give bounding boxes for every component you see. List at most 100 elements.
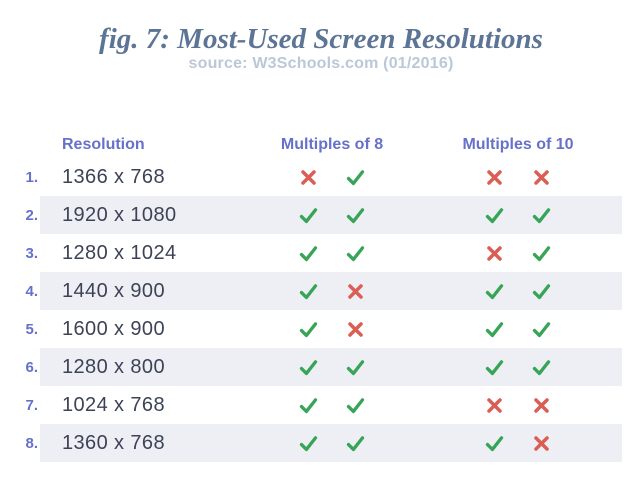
row-number: 2. (25, 206, 38, 224)
row-band: 1280 x 800 (40, 348, 622, 386)
multiples-of-8-height-cell (331, 319, 379, 340)
cross-icon (486, 169, 502, 185)
check-icon (299, 397, 317, 413)
check-icon (299, 207, 317, 223)
row-number: 1. (25, 168, 38, 186)
table-body: 1. 1366 x 768 2. 1920 x 1080 (18, 158, 622, 462)
check-icon (532, 207, 550, 223)
col-header-multiples-of-8: Multiples of 8 (280, 136, 384, 153)
figure-title: fig. 7: Most-Used Screen Resolutions (99, 23, 543, 55)
multiples-of-8-width-cell (285, 243, 331, 264)
multiples-of-8-width-cell (285, 433, 331, 454)
check-icon (485, 283, 503, 299)
resolution-value: 1920 x 1080 (62, 203, 177, 226)
table-row: 8. 1360 x 768 (18, 424, 622, 462)
check-icon (532, 359, 550, 375)
row-number: 7. (25, 396, 38, 414)
multiples-of-8-width-cell (285, 319, 331, 340)
check-icon (532, 283, 550, 299)
cross-icon (533, 169, 549, 185)
multiples-of-10-width-cell (471, 357, 517, 378)
check-icon (485, 321, 503, 337)
table-row: 4. 1440 x 900 (18, 272, 622, 310)
row-number: 8. (25, 434, 38, 452)
multiples-of-10-height-cell (517, 205, 565, 226)
figure-subtitle: source: W3Schools.com (01/2016) (188, 55, 454, 72)
table-row: 3. 1280 x 1024 (18, 234, 622, 272)
table-row: 7. 1024 x 768 (18, 386, 622, 424)
multiples-of-8-height-cell (331, 243, 379, 264)
check-icon (299, 359, 317, 375)
multiples-of-10-height-cell (517, 281, 565, 302)
table-row: 1. 1366 x 768 (18, 158, 622, 196)
multiples-of-10-width-cell (471, 433, 517, 454)
multiples-of-8-width-cell (285, 395, 331, 416)
multiples-of-8-width-cell (285, 281, 331, 302)
row-number: 5. (25, 320, 38, 338)
check-icon (485, 359, 503, 375)
multiples-of-8-width-cell (285, 167, 331, 188)
row-band: 1366 x 768 (40, 158, 622, 196)
row-number: 6. (25, 358, 38, 376)
cross-icon (347, 321, 363, 337)
resolution-value: 1280 x 1024 (62, 241, 177, 264)
check-icon (346, 359, 364, 375)
multiples-of-8-width-cell (285, 357, 331, 378)
col-header-resolution: Resolution (62, 136, 145, 153)
check-icon (299, 245, 317, 261)
multiples-of-10-width-cell (471, 243, 517, 264)
cross-icon (533, 397, 549, 413)
multiples-of-8-height-cell (331, 167, 379, 188)
resolution-value: 1360 x 768 (62, 431, 165, 454)
cross-icon (486, 397, 502, 413)
figure: fig. 7: Most-Used Screen Resolutions sou… (18, 23, 622, 462)
check-icon (299, 435, 317, 451)
check-icon (346, 435, 364, 451)
row-band: 1360 x 768 (40, 424, 622, 462)
table-row: 2. 1920 x 1080 (18, 196, 622, 234)
row-band: 1440 x 900 (40, 272, 622, 310)
row-number: 3. (25, 244, 38, 262)
row-band: 1024 x 768 (40, 386, 622, 424)
col-header-multiples-of-10: Multiples of 10 (462, 136, 574, 153)
multiples-of-8-height-cell (331, 357, 379, 378)
table-row: 6. 1280 x 800 (18, 348, 622, 386)
multiples-of-10-height-cell (517, 243, 565, 264)
check-icon (485, 435, 503, 451)
multiples-of-8-height-cell (331, 433, 379, 454)
cross-icon (533, 435, 549, 451)
multiples-of-10-width-cell (471, 167, 517, 188)
multiples-of-8-width-cell (285, 205, 331, 226)
multiples-of-10-width-cell (471, 205, 517, 226)
multiples-of-10-height-cell (517, 395, 565, 416)
multiples-of-8-height-cell (331, 205, 379, 226)
resolution-value: 1024 x 768 (62, 393, 165, 416)
cross-icon (300, 169, 316, 185)
resolution-value: 1600 x 900 (62, 317, 165, 340)
check-icon (532, 321, 550, 337)
multiples-of-10-width-cell (471, 281, 517, 302)
multiples-of-8-height-cell (331, 395, 379, 416)
multiples-of-8-height-cell (331, 281, 379, 302)
multiples-of-10-height-cell (517, 167, 565, 188)
check-icon (346, 207, 364, 223)
row-band: 1280 x 1024 (40, 234, 622, 272)
cross-icon (486, 245, 502, 261)
multiples-of-10-width-cell (471, 395, 517, 416)
check-icon (532, 245, 550, 261)
resolution-value: 1280 x 800 (62, 355, 165, 378)
check-icon (299, 321, 317, 337)
resolution-value: 1440 x 900 (62, 279, 165, 302)
check-icon (299, 283, 317, 299)
table-header-row: Resolution Multiples of 8 Multiples of 1… (18, 132, 622, 158)
row-band: 1600 x 900 (40, 310, 622, 348)
cross-icon (347, 283, 363, 299)
check-icon (346, 397, 364, 413)
multiples-of-10-width-cell (471, 319, 517, 340)
resolution-value: 1366 x 768 (62, 165, 165, 188)
resolution-table: Resolution Multiples of 8 Multiples of 1… (18, 132, 622, 462)
table-row: 5. 1600 x 900 (18, 310, 622, 348)
check-icon (346, 169, 364, 185)
multiples-of-10-height-cell (517, 433, 565, 454)
check-icon (485, 207, 503, 223)
